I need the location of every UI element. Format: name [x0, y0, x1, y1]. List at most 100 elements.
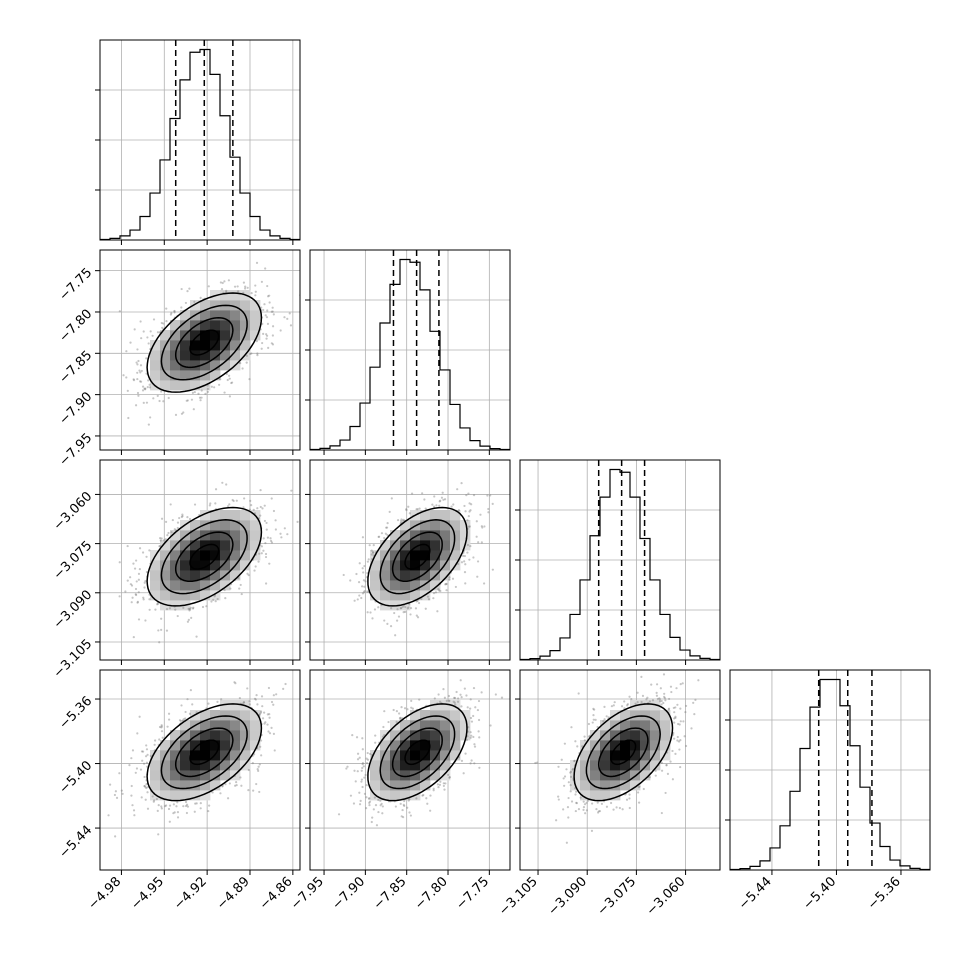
- density-cell: [600, 720, 611, 731]
- scatter-point: [626, 703, 629, 706]
- scatter-point: [256, 703, 259, 706]
- scatter-point: [199, 296, 202, 300]
- scatter-point: [667, 708, 670, 711]
- scatter-point: [455, 690, 458, 694]
- scatter-point: [141, 750, 145, 753]
- scatter-point: [159, 544, 162, 548]
- scatter-point: [628, 806, 631, 810]
- density-cell: [440, 520, 451, 531]
- scatter-point: [194, 802, 197, 805]
- scatter-point: [567, 781, 570, 784]
- scatter-point: [457, 509, 461, 512]
- scatter-point: [436, 783, 440, 786]
- density-cell: [180, 320, 191, 331]
- scatter-point: [118, 310, 121, 313]
- scatter-point: [387, 720, 390, 724]
- density-cell: [190, 520, 201, 531]
- scatter-point: [600, 802, 604, 805]
- scatter-point: [270, 310, 273, 313]
- scatter-point: [255, 261, 259, 264]
- scatter-point: [234, 682, 237, 685]
- scatter-point: [607, 716, 610, 719]
- panel-frame: [99, 39, 301, 241]
- scatter-point: [356, 770, 359, 773]
- scatter-point: [595, 807, 598, 811]
- scatter-point: [636, 791, 640, 794]
- density-cell: [170, 560, 181, 571]
- scatter-point: [121, 792, 124, 795]
- density-cell: [400, 600, 411, 611]
- scatter-point: [148, 549, 151, 552]
- scatter-point: [187, 618, 190, 621]
- density-cell: [250, 710, 261, 721]
- scatter-point: [132, 378, 135, 381]
- density-cell: [410, 560, 421, 571]
- density-cell: [170, 370, 181, 381]
- scatter-point: [569, 775, 573, 778]
- scatter-point: [162, 322, 165, 325]
- density-cell: [410, 720, 421, 731]
- scatter-point: [370, 553, 373, 556]
- density-cell: [210, 510, 221, 521]
- scatter-point: [351, 734, 354, 737]
- density-cell: [430, 520, 441, 531]
- density-cell: [250, 300, 261, 311]
- x-tick-label: −3.060: [644, 874, 689, 919]
- density-cell: [200, 300, 211, 311]
- scatter-point: [385, 526, 389, 529]
- density-cell: [200, 510, 211, 521]
- scatter-point: [464, 563, 467, 566]
- scatter-point: [361, 567, 364, 570]
- scatter-point: [436, 610, 439, 613]
- y-tick-label: −7.90: [57, 389, 96, 428]
- scatter-point: [164, 538, 167, 541]
- scatter-point: [408, 811, 411, 814]
- density-cell: [640, 740, 651, 751]
- scatter-point: [279, 329, 282, 332]
- y-tick-label: −7.85: [57, 348, 96, 387]
- scatter-point: [252, 508, 255, 511]
- scatter-point: [208, 804, 211, 807]
- scatter-point: [467, 726, 470, 729]
- scatter-point: [396, 608, 399, 611]
- contour-line: [160, 715, 248, 790]
- scatter-point: [569, 783, 572, 787]
- density-cell: [380, 740, 391, 751]
- scatter-point: [135, 593, 138, 597]
- scatter-point: [365, 784, 368, 787]
- scatter-point: [236, 290, 240, 293]
- scatter-point: [152, 800, 155, 803]
- scatter-point: [265, 337, 268, 340]
- scatter-point: [229, 587, 232, 590]
- density-cell: [440, 700, 451, 711]
- x-tick-label: −4.92: [171, 874, 210, 913]
- density-cell: [220, 540, 231, 551]
- scatter-point: [259, 745, 262, 748]
- scatter-point: [402, 518, 405, 521]
- scatter-point: [219, 281, 222, 284]
- scatter-point: [286, 317, 289, 320]
- scatter-point: [173, 528, 176, 531]
- scatter-point: [445, 699, 448, 703]
- scatter-point: [154, 739, 157, 742]
- scatter-point: [571, 768, 574, 771]
- hist-step: [100, 48, 300, 240]
- scatter-point: [142, 598, 145, 601]
- scatter-point: [469, 707, 472, 710]
- scatter-point: [386, 533, 389, 537]
- y-tick-label: −5.40: [57, 758, 96, 797]
- scatter-point: [463, 687, 466, 690]
- scatter-point: [146, 336, 149, 339]
- scatter-point: [361, 585, 364, 588]
- density-cell: [430, 760, 441, 771]
- scatter-point: [248, 703, 251, 706]
- scatter-point: [188, 517, 192, 521]
- scatter-point: [674, 716, 677, 719]
- scatter-point: [146, 753, 149, 756]
- scatter-point: [168, 607, 171, 610]
- scatter-point: [603, 718, 606, 721]
- scatter-point: [200, 389, 203, 392]
- scatter-point: [143, 586, 146, 589]
- density-cell: [240, 320, 251, 331]
- scatter-point: [176, 614, 179, 618]
